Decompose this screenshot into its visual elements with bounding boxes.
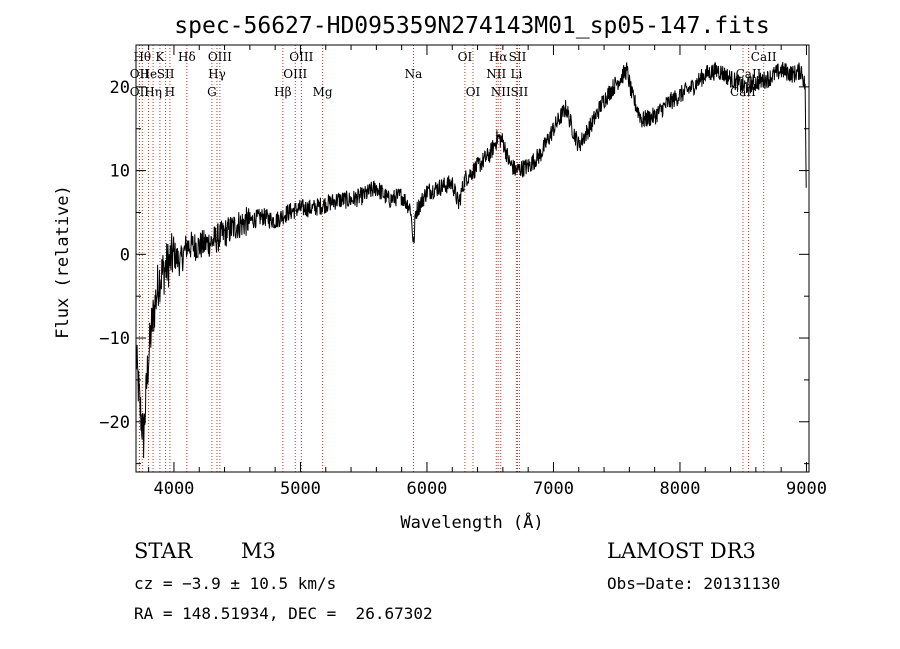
y-tick-label: 0	[120, 245, 130, 265]
y-tick-label: −10	[99, 329, 130, 349]
y-tick-label: −20	[99, 413, 130, 433]
y-tick-label: 20	[110, 78, 130, 98]
emission-line-label: NII	[486, 67, 506, 81]
emission-line-label: Li	[510, 67, 522, 81]
x-tick-label: 8000	[659, 479, 700, 499]
emission-line-label: SII	[509, 50, 527, 64]
emission-line-label: He	[140, 67, 158, 81]
ra-dec-coordinates: RA = 148.51934, DEC = 26.67302	[134, 604, 433, 623]
x-tick-label: 9000	[786, 479, 827, 499]
emission-line-label: K	[155, 50, 165, 64]
survey-name: LAMOST DR3	[607, 539, 756, 563]
x-tick-label: 7000	[533, 479, 574, 499]
x-axis-ticks: 4000 5000 6000 7000 8000 9000	[148, 45, 827, 499]
y-tick-label: 10	[110, 162, 130, 182]
emission-line-label: Na	[405, 67, 423, 81]
emission-line-label: OIII	[289, 50, 313, 64]
emission-line-label: OII	[130, 67, 150, 81]
emission-line-label: OI	[458, 50, 473, 64]
emission-line-label: Hη	[144, 85, 162, 99]
emission-line-label: Hα	[489, 50, 508, 64]
object-class: STAR	[134, 539, 193, 563]
x-tick-label: 4000	[153, 479, 194, 499]
x-tick-label: 6000	[406, 479, 447, 499]
emission-lines	[138, 45, 765, 472]
x-tick-label: 5000	[280, 479, 321, 499]
observation-date: Obs−Date: 20131130	[607, 574, 781, 593]
emission-line-label: CaII	[736, 67, 762, 81]
emission-line-label: OIII	[283, 67, 307, 81]
y-axis-label: Flux (relative)	[53, 185, 73, 339]
emission-line-label: OIII	[208, 50, 232, 64]
emission-line-label: Hδ	[178, 50, 196, 64]
emission-line-label: NII	[491, 85, 511, 99]
emission-line-label: SII	[157, 67, 175, 81]
emission-line-label: SII	[511, 85, 529, 99]
emission-line-label: G	[207, 85, 217, 99]
emission-line-label: OII	[130, 85, 150, 99]
plot-frame	[135, 44, 810, 473]
chart-title: spec-56627-HD095359N274143M01_sp05-147.f…	[174, 13, 769, 39]
object-subclass: M3	[241, 539, 276, 563]
emission-line-label: Hγ	[208, 67, 226, 81]
emission-line-label: OI	[466, 85, 481, 99]
emission-line-label: CaII	[751, 50, 777, 64]
spectrum-series-line	[135, 61, 807, 459]
emission-line-label: Hβ	[274, 85, 291, 99]
emission-line-label: Hθ	[133, 50, 151, 64]
emission-line-labels: HθOIIOIIHeHηKSIIHHδGHγOIIIHβOIIIOIIIMgNa…	[130, 50, 777, 99]
redshift-cz: cz = −3.9 ± 10.5 km/s	[134, 574, 337, 593]
x-axis-label: Wavelength (Å)	[400, 511, 543, 533]
y-axis-ticks: −20 −10 0 10 20	[99, 44, 809, 465]
emission-line-label: Mg	[313, 85, 333, 99]
emission-line-label: H	[165, 85, 175, 99]
